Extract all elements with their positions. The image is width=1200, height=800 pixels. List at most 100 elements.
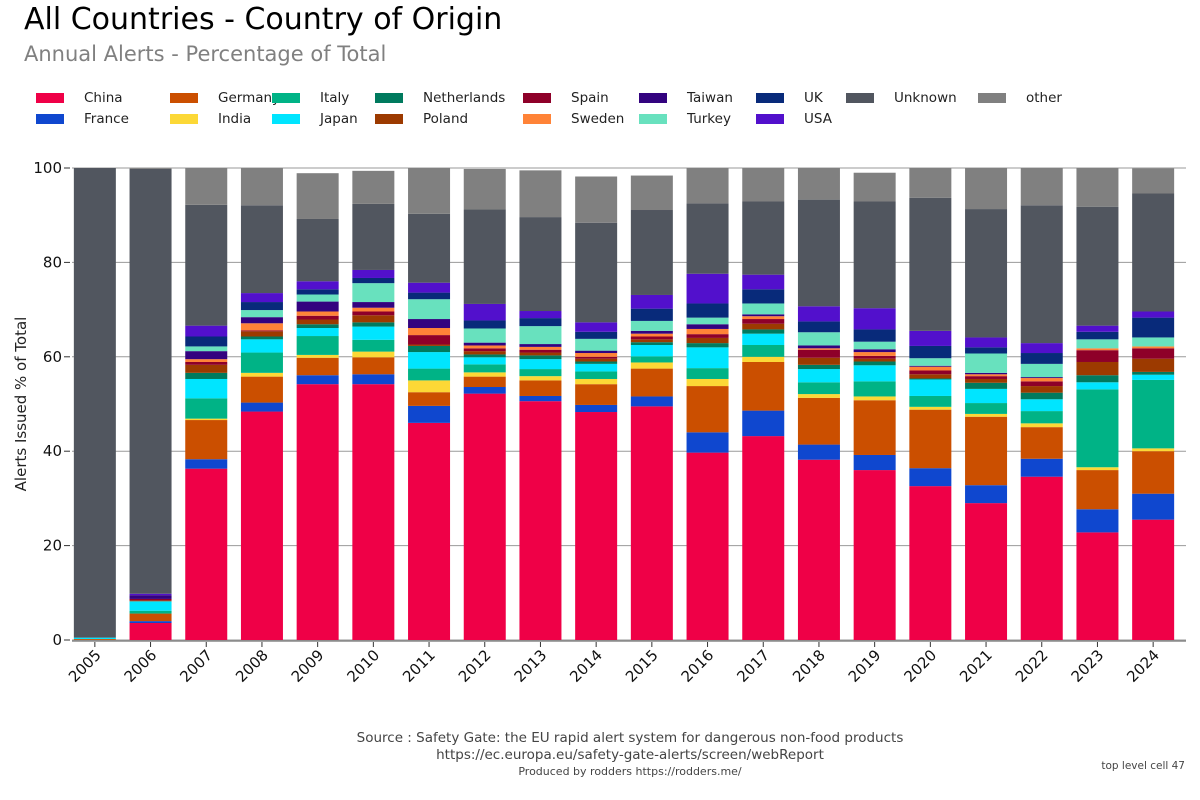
- legend-item-netherlands[interactable]: Netherlands: [375, 88, 505, 108]
- bar-segment-sweden-2021: [965, 374, 1008, 377]
- legend-item-france[interactable]: France: [36, 109, 129, 129]
- bar-segment-other-2010: [352, 170, 395, 204]
- legend-swatch: [375, 114, 403, 124]
- legend-swatch: [639, 93, 667, 103]
- x-tick-label: 2011: [399, 646, 439, 686]
- bar-segment-france-2011: [408, 405, 451, 423]
- bar-segment-unknown-2023: [1076, 206, 1119, 326]
- bar-segment-spain-2019: [853, 355, 896, 359]
- x-tick-label: 2020: [900, 646, 940, 686]
- bar-segment-turkey-2017: [742, 303, 785, 315]
- bar-segment-uk-2012: [463, 320, 506, 329]
- bar-segment-unknown-2010: [352, 203, 395, 270]
- bar-segment-japan-2019: [853, 365, 896, 382]
- bar-segment-usa-2017: [742, 274, 785, 290]
- bar-segment-sweden-2009: [296, 311, 339, 316]
- legend-swatch: [523, 114, 551, 124]
- bar-segment-other-2021: [965, 168, 1008, 210]
- bar-segment-france-2013: [519, 395, 562, 402]
- legend-item-india[interactable]: India: [170, 109, 251, 129]
- legend-item-germany[interactable]: Germany: [170, 88, 280, 108]
- bar-segment-other-2007: [185, 168, 228, 205]
- legend-label: USA: [804, 111, 832, 127]
- bar-segment-japan-2017: [742, 333, 785, 345]
- legend-item-taiwan[interactable]: Taiwan: [639, 88, 733, 108]
- bar-segment-japan-2008: [240, 339, 283, 353]
- bar-segment-netherlands-2019: [853, 361, 896, 366]
- bar-segment-poland-2024: [1132, 358, 1175, 372]
- bar-segment-usa-2022: [1020, 343, 1063, 354]
- bar-segment-germany-2011: [408, 392, 451, 406]
- bar-segment-germany-2009: [296, 357, 339, 376]
- bar-segment-other-2020: [909, 168, 952, 198]
- x-tick-label: 2012: [455, 646, 495, 686]
- bar-segment-india-2012: [463, 372, 506, 377]
- bar-segment-france-2017: [742, 410, 785, 437]
- bar-segment-usa-2012: [463, 303, 506, 321]
- x-tick-label: 2007: [176, 646, 216, 686]
- bar-segment-turkey-2023: [1076, 339, 1119, 349]
- bar-segment-turkey-2007: [185, 346, 228, 352]
- source-url[interactable]: https://ec.europa.eu/safety-gate-alerts/…: [436, 747, 824, 763]
- legend-item-japan[interactable]: Japan: [272, 109, 358, 129]
- bar-segment-netherlands-2009: [296, 324, 339, 329]
- bar-segment-spain-2008: [240, 330, 283, 332]
- bar-segment-france-2019: [853, 454, 896, 471]
- legend-item-china[interactable]: China: [36, 88, 123, 108]
- bar-segment-spain-2016: [686, 334, 729, 338]
- legend-item-turkey[interactable]: Turkey: [639, 109, 731, 129]
- bar-segment-unknown-2009: [296, 218, 339, 282]
- bar-segment-uk-2007: [185, 336, 228, 347]
- x-tick-label: 2009: [288, 646, 328, 686]
- bar-segment-france-2021: [965, 485, 1008, 504]
- bar-segment-india-2021: [965, 413, 1008, 417]
- bar-segment-china-2024: [1132, 519, 1175, 640]
- bar-segment-taiwan-2012: [463, 342, 506, 346]
- bar-segment-italy-2019: [853, 381, 896, 397]
- bar-segment-china-2018: [797, 459, 840, 640]
- bar-segment-unknown-2014: [575, 222, 618, 323]
- bar-segment-netherlands-2020: [909, 378, 952, 380]
- legend-item-other[interactable]: other: [978, 88, 1062, 108]
- produced-by[interactable]: Produced by rodders https://rodders.me/: [518, 765, 742, 778]
- legend-item-unknown[interactable]: Unknown: [846, 88, 957, 108]
- chart-subtitle: Annual Alerts - Percentage of Total: [24, 42, 387, 66]
- legend-item-spain[interactable]: Spain: [523, 88, 609, 108]
- legend-item-usa[interactable]: USA: [756, 109, 832, 129]
- bar-segment-turkey-2018: [797, 332, 840, 346]
- bar-segment-italy-2009: [296, 336, 339, 355]
- bar-segment-china-2015: [630, 406, 673, 640]
- bar-segment-poland-2011: [408, 344, 451, 346]
- legend: China France Germany India Italy Japan Netherl…: [36, 88, 1186, 132]
- legend-label: China: [84, 90, 123, 106]
- bar-segment-italy-2024: [1132, 379, 1175, 449]
- bar-segment-other-2006: [129, 168, 172, 169]
- legend-item-poland[interactable]: Poland: [375, 109, 468, 129]
- bar-segment-italy-2021: [965, 403, 1008, 414]
- legend-label: other: [1026, 90, 1062, 106]
- bar-segment-germany-2006: [129, 613, 172, 622]
- bar-segment-sweden-2011: [408, 328, 451, 336]
- bar-segment-poland-2020: [909, 374, 952, 379]
- bar-segment-netherlands-2022: [1020, 392, 1063, 400]
- bar-segment-turkey-2012: [463, 328, 506, 343]
- bar-segment-sweden-2017: [742, 316, 785, 320]
- bar-segment-india-2019: [853, 396, 896, 401]
- legend-item-uk[interactable]: UK: [756, 88, 823, 108]
- bar-segment-japan-2016: [686, 347, 729, 369]
- bar-segment-japan-2010: [352, 326, 395, 340]
- bar-segment-spain-2020: [909, 370, 952, 375]
- bar-segment-uk-2008: [240, 302, 283, 311]
- legend-item-sweden[interactable]: Sweden: [523, 109, 624, 129]
- bar-segment-usa-2023: [1076, 325, 1119, 332]
- legend-item-italy[interactable]: Italy: [272, 88, 349, 108]
- bar-segment-uk-2021: [965, 347, 1008, 354]
- bar-segment-taiwan-2014: [575, 350, 618, 354]
- bar-segment-sweden-2023: [1076, 348, 1119, 351]
- bar-segment-netherlands-2008: [240, 336, 283, 340]
- bar-segment-spain-2018: [797, 349, 840, 358]
- bar-segment-germany-2013: [519, 380, 562, 396]
- bar-segment-taiwan-2022: [1020, 377, 1063, 379]
- x-tick-label: 2017: [733, 646, 773, 686]
